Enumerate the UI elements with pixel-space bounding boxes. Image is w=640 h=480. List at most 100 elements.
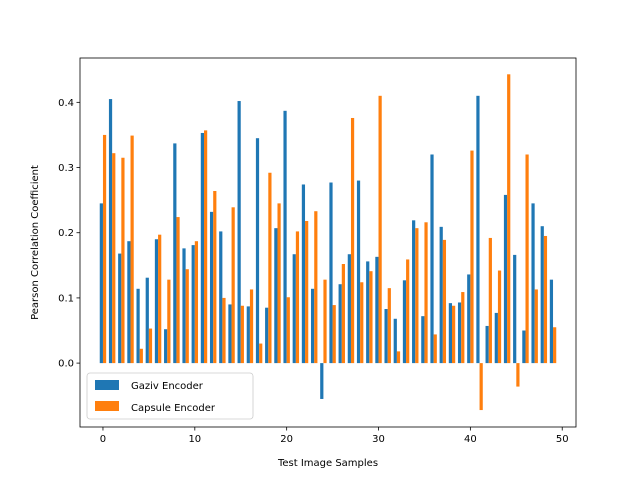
bar-gaziv-encoder-24	[320, 363, 324, 399]
x-tick-label-20: 20	[280, 434, 293, 445]
bar-capsule-encoder-39	[461, 292, 465, 364]
x-axis-label: Test Image Samples	[277, 458, 378, 469]
bar-capsule-encoder-35	[424, 222, 428, 364]
bar-capsule-encoder-29	[369, 271, 373, 364]
bar-capsule-encoder-3	[130, 135, 134, 364]
x-tick-label-40: 40	[464, 434, 477, 445]
bar-gaziv-encoder-11	[200, 132, 204, 364]
bar-gaziv-encoder-22	[301, 184, 306, 364]
bar-capsule-encoder-31	[387, 288, 391, 364]
bar-gaziv-encoder-10	[191, 245, 195, 364]
bar-gaziv-encoder-28	[356, 180, 361, 364]
bar-gaziv-encoder-18	[265, 307, 269, 364]
y-tick-label-4: 0.4	[58, 98, 74, 109]
legend-label-capsule-encoder: Capsule Encoder	[131, 403, 216, 414]
x-tick-label-30: 30	[372, 434, 385, 445]
bar-capsule-encoder-10	[194, 241, 199, 364]
bar-gaziv-encoder-45	[513, 254, 517, 364]
bar-capsule-encoder-37	[442, 239, 447, 364]
bar-gaziv-encoder-2	[118, 253, 122, 364]
y-tick-label-3: 0.3	[58, 163, 74, 174]
bar-gaziv-encoder-4	[136, 288, 140, 364]
bar-gaziv-encoder-8	[173, 143, 177, 364]
x-tick-label-50: 50	[556, 434, 569, 445]
bar-capsule-encoder-42	[488, 237, 492, 364]
bar-gaziv-encoder-5	[145, 277, 149, 364]
bar-capsule-encoder-47	[534, 289, 538, 364]
bar-capsule-encoder-26	[341, 264, 345, 364]
bar-capsule-encoder-34	[415, 228, 419, 364]
bar-gaziv-encoder-17	[255, 138, 260, 364]
legend-box	[86, 372, 254, 420]
bar-capsule-encoder-6	[158, 234, 162, 364]
plot-frame	[79, 57, 577, 428]
bar-gaziv-encoder-38	[448, 303, 452, 364]
bar-capsule-encoder-19	[277, 203, 281, 364]
legend-swatch-capsule-encoder	[95, 401, 119, 411]
bar-capsule-encoder-1	[112, 153, 116, 364]
bar-gaziv-encoder-31	[384, 309, 388, 364]
bar-gaziv-encoder-23	[311, 288, 315, 364]
bar-capsule-encoder-24	[323, 279, 327, 364]
bar-capsule-encoder-16	[249, 289, 254, 364]
bar-gaziv-encoder-40	[467, 274, 471, 364]
bar-capsule-encoder-28	[360, 282, 364, 364]
bar-gaziv-encoder-25	[329, 182, 333, 364]
bar-gaziv-encoder-16	[246, 306, 250, 364]
bar-capsule-encoder-21	[295, 231, 300, 364]
bar-gaziv-encoder-19	[274, 228, 278, 364]
bar-gaziv-encoder-6	[154, 239, 159, 364]
bar-capsule-encoder-8	[176, 217, 180, 364]
legend-swatch-gaziv-encoder	[95, 380, 119, 390]
bar-capsule-encoder-49	[553, 327, 557, 364]
bar-gaziv-encoder-26	[338, 284, 342, 364]
bar-capsule-encoder-2	[121, 157, 125, 364]
bar-capsule-encoder-9	[185, 269, 189, 364]
legend: Gaziv Encoder Capsule Encoder	[86, 372, 254, 420]
bar-gaziv-encoder-36	[430, 154, 434, 364]
plot-area	[80, 58, 576, 427]
bar-gaziv-encoder-44	[503, 194, 508, 364]
bar-capsule-encoder-0	[102, 134, 107, 364]
bar-capsule-encoder-15	[240, 305, 244, 364]
bar-gaziv-encoder-20	[283, 110, 287, 364]
bar-gaziv-encoder-15	[237, 101, 241, 364]
bar-capsule-encoder-45	[516, 363, 520, 387]
bar-gaziv-encoder-47	[531, 203, 535, 364]
bar-capsule-encoder-7	[167, 279, 171, 364]
bar-capsule-encoder-27	[350, 117, 355, 364]
bar-gaziv-encoder-27	[347, 254, 351, 364]
bar-capsule-encoder-44	[507, 74, 511, 364]
bar-capsule-encoder-40	[470, 150, 474, 364]
bar-gaziv-encoder-43	[494, 312, 498, 364]
bar-capsule-encoder-20	[286, 297, 290, 364]
bar-capsule-encoder-11	[204, 130, 208, 364]
bar-gaziv-encoder-0	[99, 203, 103, 364]
bar-gaziv-encoder-13	[219, 231, 223, 364]
bar-capsule-encoder-33	[406, 259, 410, 364]
bar-gaziv-encoder-48	[540, 226, 544, 364]
bar-gaziv-encoder-12	[209, 211, 214, 364]
y-tick-label-2: 0.2	[58, 228, 74, 239]
bar-capsule-encoder-38	[452, 305, 456, 364]
bar-gaziv-encoder-30	[375, 256, 379, 364]
bar-gaziv-encoder-46	[522, 330, 526, 364]
x-axis-ticks: 0 10 20 30 40 50	[100, 427, 569, 445]
x-tick-label-0: 0	[100, 434, 106, 445]
bar-capsule-encoder-48	[543, 235, 548, 364]
y-tick-label-1: 0.1	[58, 293, 74, 304]
bar-gaziv-encoder-35	[421, 316, 425, 364]
bar-capsule-encoder-23	[314, 211, 318, 364]
bar-capsule-encoder-17	[259, 343, 263, 364]
bar-gaziv-encoder-3	[127, 241, 131, 364]
bar-gaziv-encoder-9	[182, 248, 186, 364]
bar-capsule-encoder-4	[139, 348, 143, 364]
bar-capsule-encoder-41	[479, 363, 483, 411]
bar-capsule-encoder-46	[525, 154, 529, 364]
bar-gaziv-encoder-1	[108, 99, 113, 364]
bar-capsule-encoder-12	[213, 191, 217, 364]
y-axis-label: Pearson Correlation Coefficient	[30, 165, 41, 320]
bar-gaziv-encoder-39	[457, 302, 462, 364]
bar-capsule-encoder-22	[305, 220, 309, 364]
